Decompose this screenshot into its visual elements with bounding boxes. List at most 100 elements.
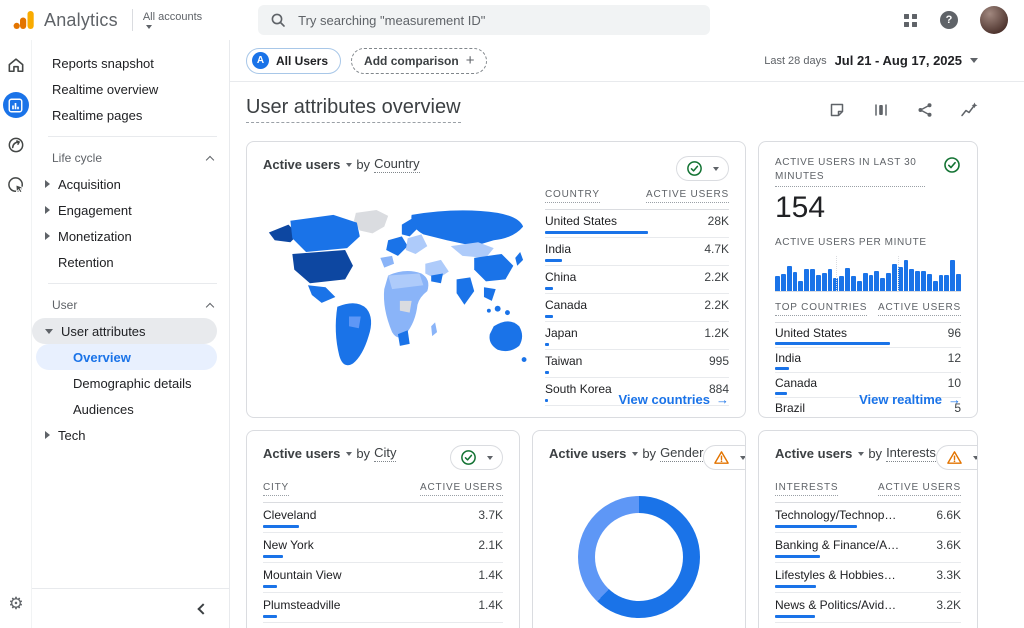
realtime-country-table: TOP COUNTRIES ACTIVE USERS United States… [775,302,961,417]
sidebar-item-overview[interactable]: Overview [36,344,217,370]
sidebar-item-realtime-pages[interactable]: Realtime pages [52,107,143,123]
card-active-users-by-interests: Active users by Interests [758,430,978,628]
section-life-cycle[interactable]: Life cycle [32,145,229,171]
card-active-users-by-city: Active users by City CITY A [246,430,520,628]
page-title: User attributes overview [246,96,461,123]
row-label: Japan [545,326,578,340]
settings-gear-icon[interactable]: ⚙ [8,594,24,613]
table-row: Banking & Finance/A… 3.6K [775,533,961,563]
sidebar-item-retention[interactable]: Retention [58,254,114,270]
minute-bar [909,269,915,291]
share-icon[interactable] [916,101,934,119]
advertising-icon[interactable] [3,172,29,198]
metric-selector[interactable]: Active users [775,446,865,461]
all-users-chip[interactable]: A All Users [246,47,342,74]
analytics-logo-icon [12,8,36,32]
dimension-link-city[interactable]: City [374,445,397,462]
minute-bar [950,260,956,291]
data-quality-warning-badge[interactable] [935,445,977,470]
minute-bar [921,271,926,291]
insights-icon[interactable] [960,101,978,119]
row-label: Taiwan [545,354,583,368]
per-minute-bar-chart [775,256,961,292]
metric-selector[interactable]: Active users [263,446,353,461]
metric-selector[interactable]: Active users [263,157,353,172]
view-countries-link[interactable]: View countries → [618,392,729,407]
row-bar [545,399,549,402]
plus-icon: + [465,52,475,69]
check-circle-icon [687,161,702,176]
reports-icon[interactable] [2,92,29,118]
report-nav: Reports snapshot Realtime overview Realt… [32,40,230,628]
row-label: Mountain View [263,568,342,582]
data-quality-badge[interactable] [676,156,729,181]
per-minute-label: ACTIVE USERS PER MINUTE [775,237,927,248]
minute-bar [821,272,827,291]
row-label: Cleveland [263,508,317,522]
sidebar-item-audiences[interactable]: Audiences [73,401,134,417]
sidebar-item-demographic-details[interactable]: Demographic details [73,375,192,391]
section-user[interactable]: User [32,292,229,318]
help-icon[interactable]: ? [940,11,958,29]
add-comparison-chip[interactable]: Add comparison + [351,47,488,74]
table-row: Brazil 5 [775,398,961,417]
metric-selector[interactable]: Active users [549,446,639,461]
row-bar [545,231,649,234]
arrow-right-icon: → [716,392,729,407]
table-row: Mountain View 1.4K [263,563,503,593]
warning-icon [714,451,730,464]
minute-bar [886,272,891,291]
minute-bar [944,274,950,291]
view-realtime-link[interactable]: View realtime → [859,392,961,407]
explore-icon[interactable] [3,132,29,158]
world-map [263,189,531,406]
column-header: ACTIVE USERS [420,482,503,496]
search-bar[interactable] [258,5,711,35]
sidebar-item-engagement[interactable]: Engagement [32,197,229,223]
row-label: South Korea [545,382,612,396]
collapse-arrow-icon [45,328,53,334]
sidebar-item-tech[interactable]: Tech [32,422,229,448]
row-value: 96 [947,326,961,340]
data-quality-badge[interactable] [450,445,503,470]
interests-table: INTERESTS ACTIVE USERS Technology/Techno… [775,482,961,628]
row-label: United States [775,326,848,340]
notes-icon[interactable] [828,101,846,119]
avatar[interactable] [980,6,1008,34]
collapse-sidebar-icon[interactable] [197,602,209,615]
comparisons-icon[interactable] [872,101,890,119]
chevron-down-icon [972,455,977,460]
arrow-right-icon: → [948,392,961,407]
chevron-up-icon [205,302,215,311]
dimension-link-country[interactable]: Country [374,156,420,173]
account-switcher[interactable]: All accounts [143,11,202,29]
sidebar-item-user-attributes[interactable]: User attributes [32,318,217,344]
minute-bar [780,273,786,291]
row-bar [263,615,277,618]
data-quality-warning-badge[interactable] [703,445,745,470]
minute-bar [874,271,880,291]
dimension-link-interests[interactable]: Interests [886,445,936,462]
apps-grid-icon[interactable] [903,13,918,28]
table-row: India 12 [775,348,961,373]
sidebar-item-realtime-overview[interactable]: Realtime overview [52,81,159,97]
column-header: ACTIVE USERS [878,302,961,316]
row-value: 6.6K [936,508,961,522]
search-input[interactable] [296,11,699,29]
date-range-picker[interactable]: Last 28 days Jul 21 - Aug 17, 2025 [764,53,978,68]
home-icon[interactable] [3,52,29,78]
row-bar [775,392,787,395]
sidebar-item-acquisition[interactable]: Acquisition [32,171,229,197]
minute-bar [856,280,862,291]
sidebar-item-monetization[interactable]: Monetization [32,223,229,249]
divider [48,136,217,137]
dimension-link-gender[interactable]: Gender [660,445,704,462]
row-bar [545,315,554,318]
row-bar [775,585,816,588]
row-value: 3.2K [936,598,961,612]
table-row: New York 2.1K [263,533,503,563]
sidebar-item-reports-snapshot[interactable]: Reports snapshot [52,55,154,71]
row-value: 1.4K [478,598,503,612]
row-value: 3.6K [936,538,961,552]
row-value: 1.2K [704,326,729,340]
